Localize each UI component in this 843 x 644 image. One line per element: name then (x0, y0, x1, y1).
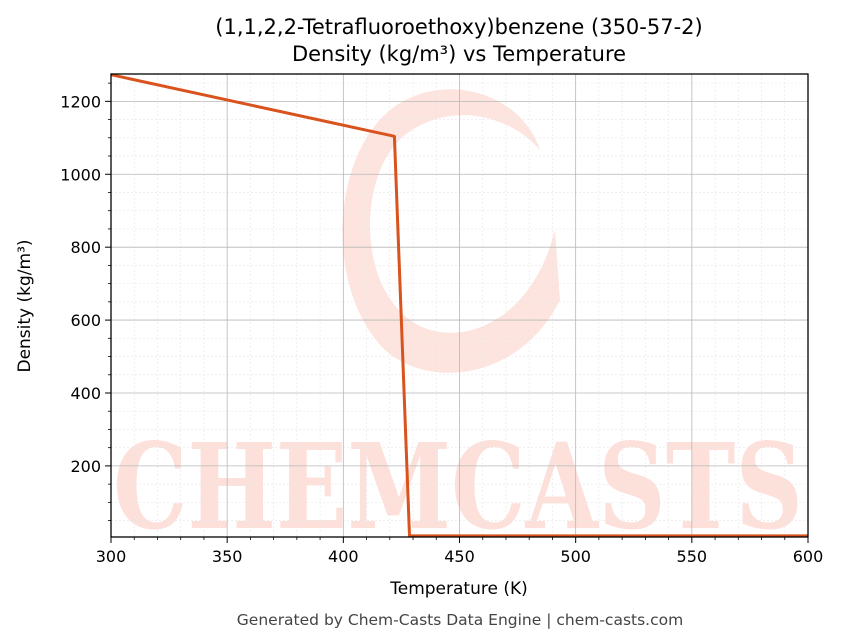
watermark-text: CHEMCASTS (113, 417, 803, 556)
x-tick-label: 600 (793, 547, 824, 566)
x-tick-label: 350 (212, 547, 243, 566)
y-tick-label: 600 (70, 311, 101, 330)
watermark: CHEMCASTS (113, 89, 803, 556)
density-series-line (110, 73, 808, 538)
y-tick-label: 1000 (60, 165, 101, 184)
x-tick-label: 400 (328, 547, 359, 566)
x-axis-label: Temperature (K) (389, 579, 528, 599)
y-tick-label: 400 (70, 384, 101, 403)
axis-ticks: 300 350 400 450 500 550 600 200 400 600 800 1000 120… (60, 82, 824, 566)
series-layer (110, 73, 808, 538)
x-tick-label: 550 (677, 547, 708, 566)
y-tick-label: 800 (70, 238, 101, 257)
x-tick-label: 500 (560, 547, 591, 566)
y-tick-label: 200 (70, 457, 101, 476)
chart-subtitle: Density (kg/m³) vs Temperature (292, 42, 626, 66)
x-tick-label: 300 (96, 547, 127, 566)
chart-title: (1,1,2,2-Tetrafluoroethoxy)benzene (350-… (215, 15, 702, 39)
x-tick-label: 450 (444, 547, 475, 566)
footer-credit: Generated by Chem-Casts Data Engine | ch… (237, 611, 683, 629)
y-axis-label: Density (kg/m³) (15, 239, 35, 372)
y-tick-label: 1200 (60, 92, 101, 111)
